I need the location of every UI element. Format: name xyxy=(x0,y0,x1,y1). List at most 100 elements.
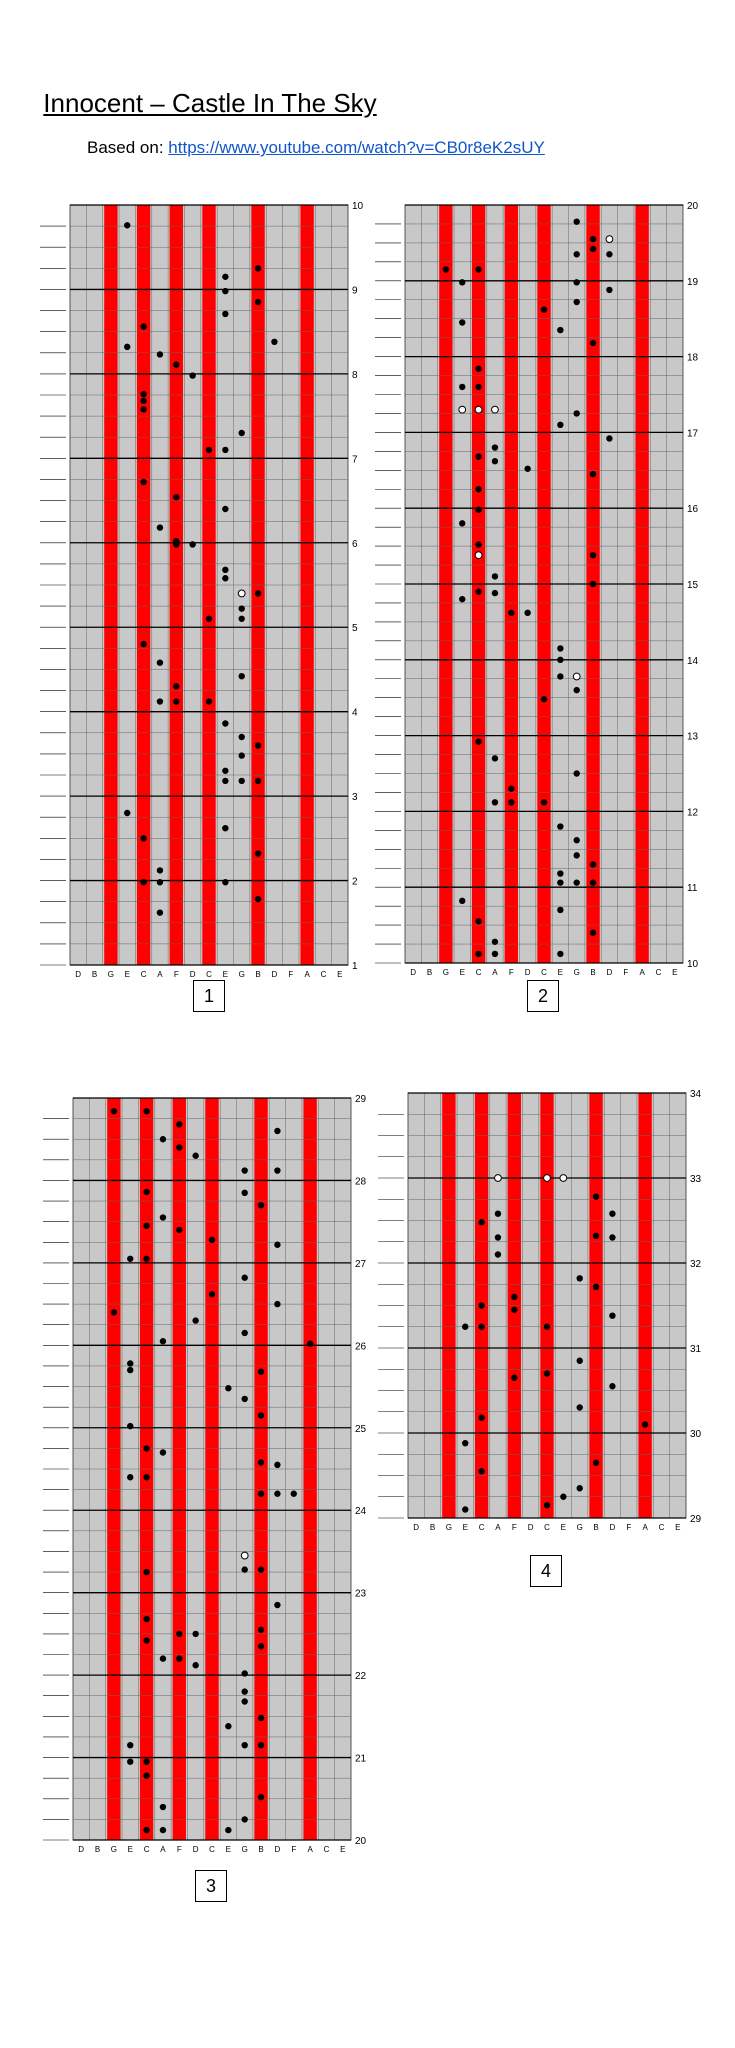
note-dot xyxy=(459,897,466,905)
note-dot xyxy=(241,1395,248,1403)
note-dot xyxy=(222,310,229,318)
measure-number: 18 xyxy=(687,353,699,364)
note-dot xyxy=(127,1474,134,1481)
note-dot xyxy=(557,823,564,830)
tine-label: A xyxy=(160,1845,166,1854)
note-dot xyxy=(241,1167,248,1174)
measure-number: 19 xyxy=(687,277,699,288)
note-dot xyxy=(475,506,482,513)
note-dot xyxy=(140,835,147,842)
tine-label: E xyxy=(125,970,130,979)
tine-label: C xyxy=(324,1845,330,1854)
note-dot xyxy=(241,1816,248,1823)
based-on-label: Based on: xyxy=(87,138,164,157)
note-dot xyxy=(540,799,548,806)
note-dot xyxy=(205,446,213,454)
note-dot xyxy=(573,251,580,258)
note-dot xyxy=(176,1121,183,1128)
tine-label: G xyxy=(443,968,449,977)
note-dot xyxy=(254,850,262,857)
measure-number: 33 xyxy=(690,1174,702,1185)
measure-number: 3 xyxy=(352,792,358,803)
score-section-1: 1 2 3 4 5 6 7 8 9 10 D B G E C A F D C E G B D F A C E xyxy=(40,201,364,979)
note-dot xyxy=(274,1461,281,1469)
note-dot xyxy=(306,1340,314,1347)
note-dot xyxy=(222,273,229,280)
measure-number: 10 xyxy=(687,959,699,970)
note-dot xyxy=(254,265,262,272)
note-dot xyxy=(238,733,245,741)
note-dot xyxy=(573,298,580,306)
note-dot xyxy=(140,406,147,413)
note-dot xyxy=(462,1440,469,1447)
note-dot xyxy=(576,1275,583,1282)
note-dot xyxy=(592,1232,600,1240)
tine-label: D xyxy=(410,968,416,977)
note-dot xyxy=(589,245,597,253)
tine-label: B xyxy=(95,1845,100,1854)
measure-number: 16 xyxy=(687,504,699,515)
tine-label: E xyxy=(340,1845,345,1854)
note-dot xyxy=(462,1323,469,1330)
note-dot xyxy=(159,1214,167,1221)
measure-number: 27 xyxy=(355,1259,367,1270)
note-dot xyxy=(573,852,580,859)
note-dot xyxy=(176,1144,183,1151)
note-dot xyxy=(254,895,262,903)
note-dot xyxy=(143,1758,150,1765)
tine-label: B xyxy=(92,970,97,979)
note-dot xyxy=(257,1368,265,1375)
measure-number: 29 xyxy=(355,1094,367,1105)
note-dot xyxy=(557,870,564,877)
note-dot xyxy=(557,879,564,886)
tine-label: G xyxy=(239,970,245,979)
measure-number: 15 xyxy=(687,580,699,591)
measure-number: 17 xyxy=(687,428,699,439)
note-dot xyxy=(589,580,597,588)
note-dot xyxy=(592,1459,600,1466)
note-dot xyxy=(491,573,499,580)
tine-label: A xyxy=(639,968,645,977)
measure-number: 12 xyxy=(687,807,699,818)
note-dot xyxy=(274,1241,281,1248)
note-dot xyxy=(156,867,164,874)
section-label-1: 1 xyxy=(193,980,225,1012)
note-dot xyxy=(573,686,580,694)
note-dot xyxy=(140,390,147,398)
note-dot xyxy=(241,1670,248,1677)
note-dot xyxy=(573,837,580,844)
tine-label: F xyxy=(291,1845,296,1854)
measure-number: 21 xyxy=(355,1754,367,1765)
tine-label: G xyxy=(577,1523,583,1532)
note-dot xyxy=(222,720,229,727)
note-dot xyxy=(124,343,131,351)
note-dot xyxy=(491,755,499,762)
note-dot xyxy=(475,266,482,273)
open-note xyxy=(605,235,614,244)
measure-number: 24 xyxy=(355,1506,367,1517)
note-dot xyxy=(494,1234,502,1241)
note-dot xyxy=(127,1422,134,1430)
source-link[interactable]: https://www.youtube.com/watch?v=CB0r8eK2… xyxy=(168,138,545,157)
note-dot xyxy=(140,397,147,405)
tine-label: E xyxy=(223,970,228,979)
note-dot xyxy=(241,1189,248,1197)
note-dot xyxy=(192,1662,199,1669)
note-dot xyxy=(592,1283,600,1291)
note-dot xyxy=(573,770,580,777)
note-dot xyxy=(159,1803,167,1811)
page-title: Innocent – Castle In The Sky xyxy=(43,88,377,118)
note-dot xyxy=(606,435,613,442)
note-dot xyxy=(192,1317,199,1324)
note-dot xyxy=(143,1445,150,1452)
tine-label: E xyxy=(675,1523,680,1532)
note-dot xyxy=(238,429,245,437)
note-dot xyxy=(576,1357,583,1364)
note-dot xyxy=(491,938,499,945)
note-dot xyxy=(225,1385,232,1392)
note-dot xyxy=(543,1502,551,1509)
section-label-3: 3 xyxy=(195,1870,227,1902)
note-dot xyxy=(475,541,482,548)
note-dot xyxy=(254,298,262,306)
note-dot xyxy=(143,1107,150,1115)
